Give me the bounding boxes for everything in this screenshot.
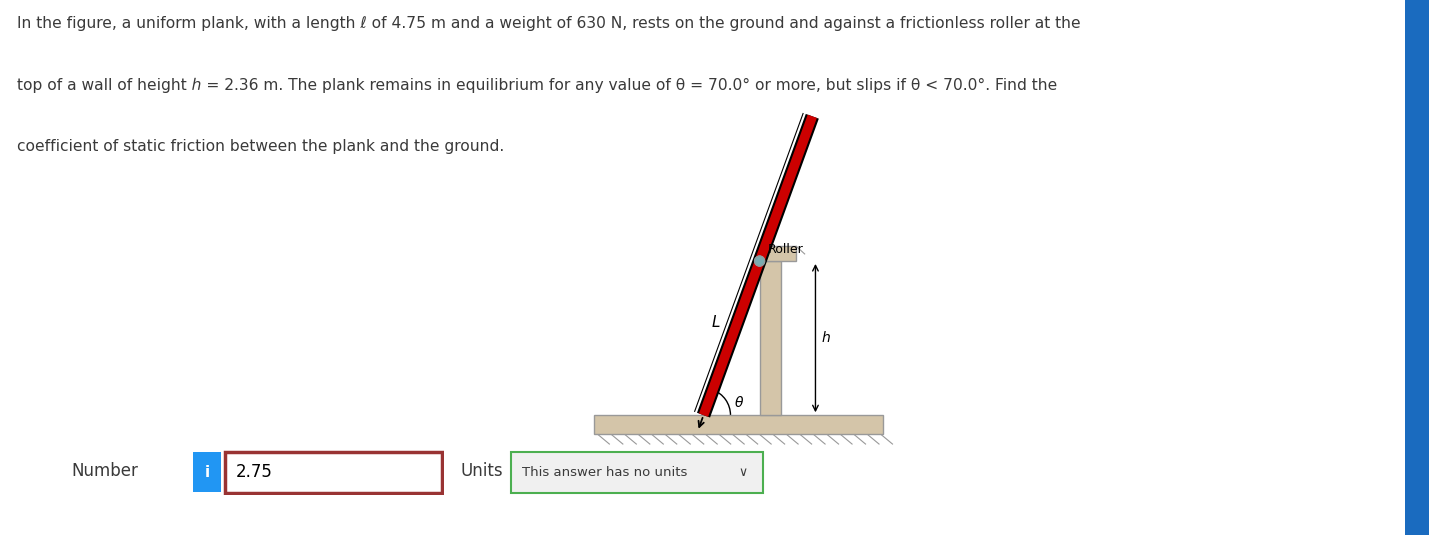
Text: 2.75: 2.75 xyxy=(236,463,273,481)
Bar xyxy=(594,415,883,434)
Text: L: L xyxy=(712,315,720,330)
Text: ∨: ∨ xyxy=(739,465,747,479)
Text: $\theta$: $\theta$ xyxy=(733,395,743,410)
Bar xyxy=(760,246,796,261)
Text: i: i xyxy=(204,464,210,480)
Circle shape xyxy=(755,256,765,266)
FancyBboxPatch shape xyxy=(512,452,763,493)
Text: Units: Units xyxy=(460,462,503,480)
Text: coefficient of static friction between the plank and the ground.: coefficient of static friction between t… xyxy=(17,139,504,154)
FancyBboxPatch shape xyxy=(193,452,221,492)
Text: h: h xyxy=(822,331,830,345)
Text: In the figure, a uniform plank, with a length ℓ of 4.75 m and a weight of 630 N,: In the figure, a uniform plank, with a l… xyxy=(17,16,1080,31)
Text: top of a wall of height ℎ = 2.36 m. The plank remains in equilibrium for any val: top of a wall of height ℎ = 2.36 m. The … xyxy=(17,78,1057,93)
Text: This answer has no units: This answer has no units xyxy=(522,465,687,479)
Bar xyxy=(760,261,780,415)
FancyBboxPatch shape xyxy=(226,452,442,493)
Text: Number: Number xyxy=(71,462,139,480)
Text: Roller: Roller xyxy=(767,242,805,256)
